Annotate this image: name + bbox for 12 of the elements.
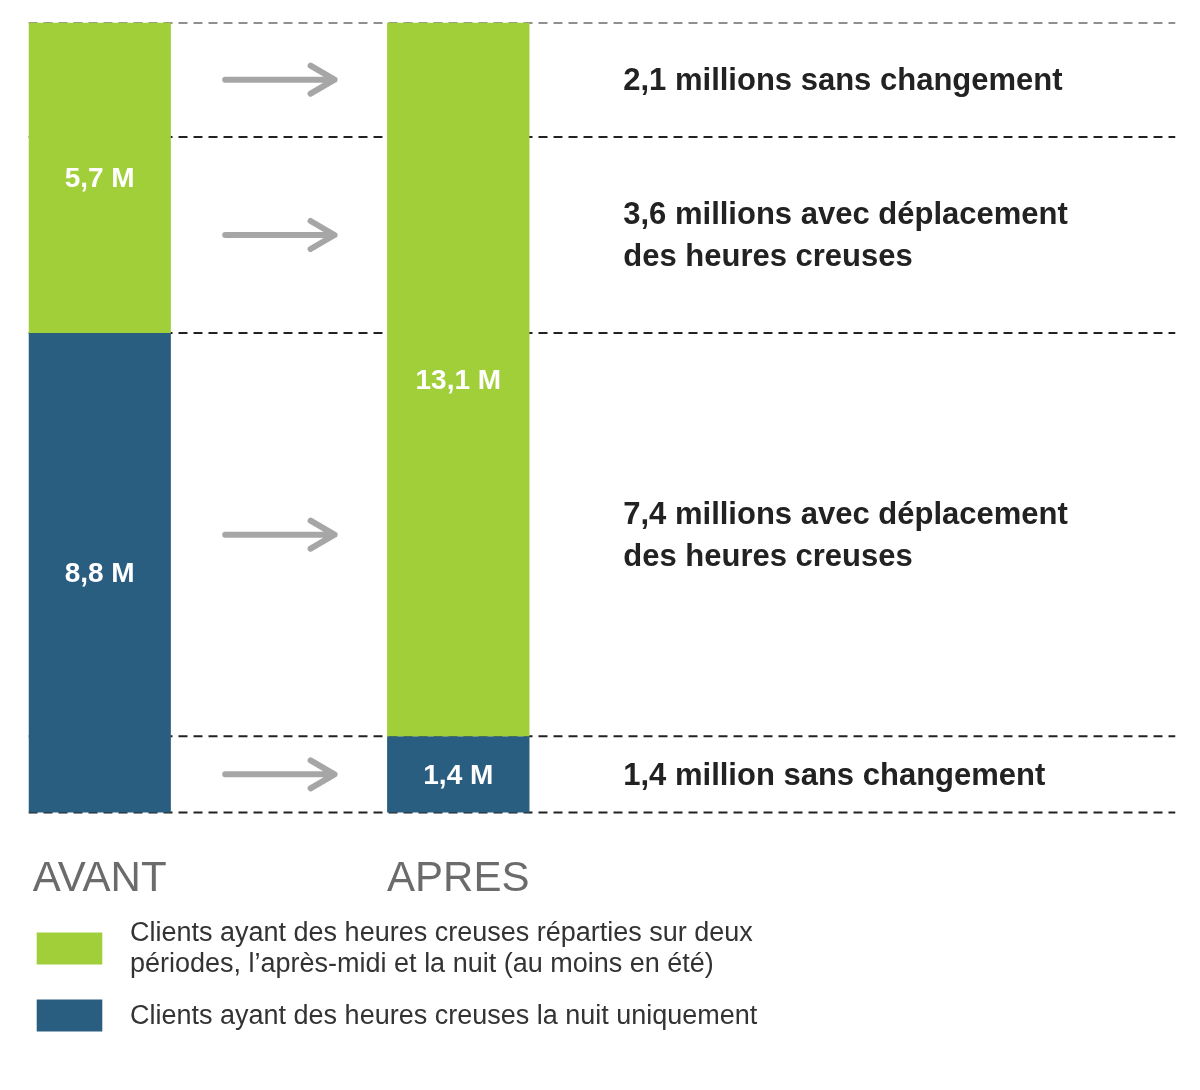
data-label: 1,4 M (423, 758, 494, 790)
annotation: 2,1 millions sans changement (623, 62, 1063, 98)
data-label: 5,7 M (64, 162, 135, 194)
annotation: 7,4 millions avec déplacement des heures creuses (623, 496, 1068, 574)
data-label: 8,8 M (64, 557, 135, 589)
annotation: 1,4 million sans changement (623, 756, 1046, 792)
x-tick-label: AVANT (32, 852, 167, 900)
legend-label: Clients ayant des heures creuses la nuit uniquement (130, 999, 758, 1031)
data-label: 13,1 M (415, 363, 502, 395)
legend-label: Clients ayant des heures creuses réparties sur deux périodes, l’après-midi et la nuit (au moins en été) (130, 917, 753, 979)
x-tick-label: APRES (387, 852, 530, 900)
annotation: 3,6 millions avec déplacement des heures creuses (623, 196, 1068, 274)
